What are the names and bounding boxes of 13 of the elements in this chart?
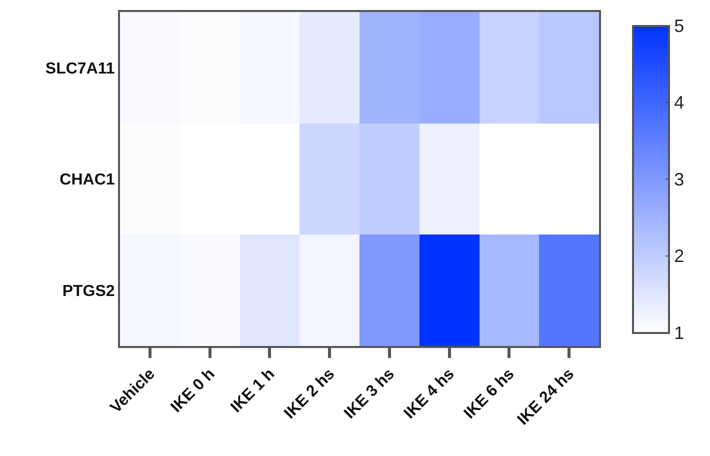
x-tick-label: IKE 3 hs: [341, 366, 398, 422]
color-bar-label: 3: [674, 169, 684, 190]
y-tick-label: SLC7A11: [45, 60, 115, 78]
color-bar-label: 2: [674, 246, 684, 266]
color-bar-label: 5: [674, 16, 684, 36]
color-bar-label: 4: [674, 92, 684, 113]
color-bar-label: 1: [674, 322, 684, 343]
x-tick-label: IKE 2 hs: [281, 366, 338, 422]
x-tick-label: IKE 4 hs: [401, 366, 458, 422]
y-tick-label: PTGS2: [62, 282, 115, 300]
x-tick-label: IKE 0 h: [168, 366, 218, 416]
x-tick-label: IKE 1 h: [228, 366, 278, 416]
y-tick-label: CHAC1: [60, 172, 115, 189]
